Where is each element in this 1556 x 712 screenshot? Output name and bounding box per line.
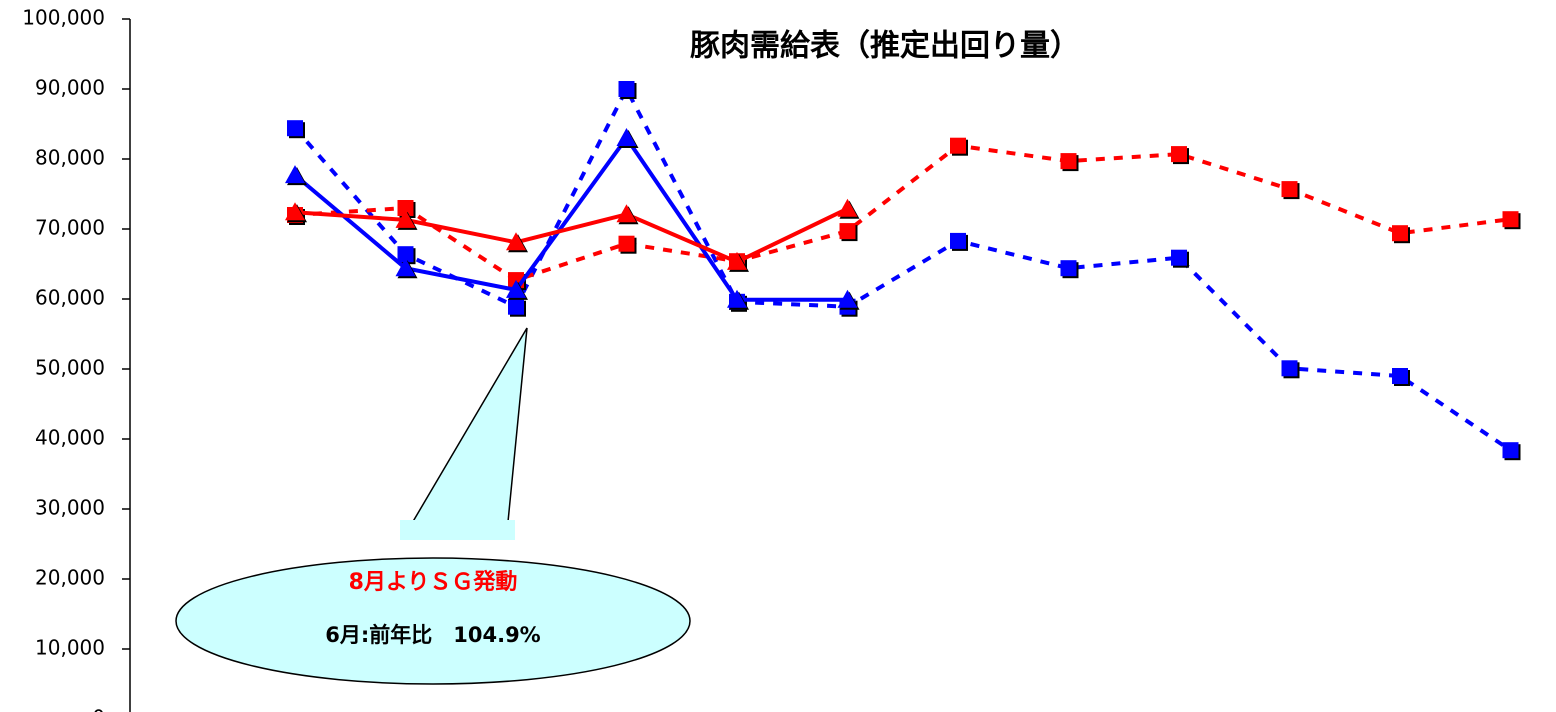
marker [1171,249,1187,266]
y-tick-label: 50,000 [35,356,105,380]
series-line [294,143,1511,283]
marker [727,289,747,308]
marker [1171,146,1187,163]
series [285,198,860,272]
series-line [293,134,848,302]
callout: 8月よりＳＧ発動 6月:前年比 104.9% [175,327,691,685]
callout-bubble [175,557,691,685]
marker [395,258,416,277]
series-line [293,84,1512,452]
marker [837,289,858,308]
marker [1392,368,1408,384]
annotation: 8月よりＳＧ発動 [349,570,518,595]
y-tick-label: 20,000 [35,566,105,590]
series-line [294,206,849,265]
marker [950,232,966,249]
y-tick-label: 90,000 [35,76,105,100]
series [285,128,860,310]
annotation: 6月:前年比 104.9% [325,623,540,647]
y-tick-label: 30,000 [35,496,105,520]
marker [618,235,635,252]
marker [839,223,856,240]
series [287,137,1521,291]
y-tick-label: 70,000 [35,216,105,240]
marker [837,198,858,217]
marker [397,246,414,263]
marker [1502,442,1519,459]
y-tick-label: 0 [92,706,105,712]
y-tick-label: 10,000 [35,636,105,660]
marker [285,202,305,221]
y-tick-label: 60,000 [35,286,105,310]
marker [395,209,416,228]
marker [1281,181,1298,198]
marker [950,137,966,154]
marker [1392,225,1408,242]
marker [616,204,637,223]
marker [727,251,747,270]
marker [1281,360,1298,377]
marker [287,120,303,137]
marker [618,81,635,97]
marker [506,232,526,251]
y-tick-label: 40,000 [35,426,105,450]
callout-pointer [406,327,528,533]
marker [1060,260,1077,277]
marker [616,128,637,146]
y-tick-label: 80,000 [35,146,105,170]
y-tick-label: 100,000 [22,6,105,30]
marker [506,279,526,298]
chart-title: 豚肉需給表（推定出回り量） [690,29,1080,64]
marker [397,200,414,216]
series [287,81,1521,461]
marker [285,165,305,184]
marker [1060,153,1077,170]
marker [1502,211,1519,228]
marker [508,298,524,315]
callout-join [400,520,515,540]
